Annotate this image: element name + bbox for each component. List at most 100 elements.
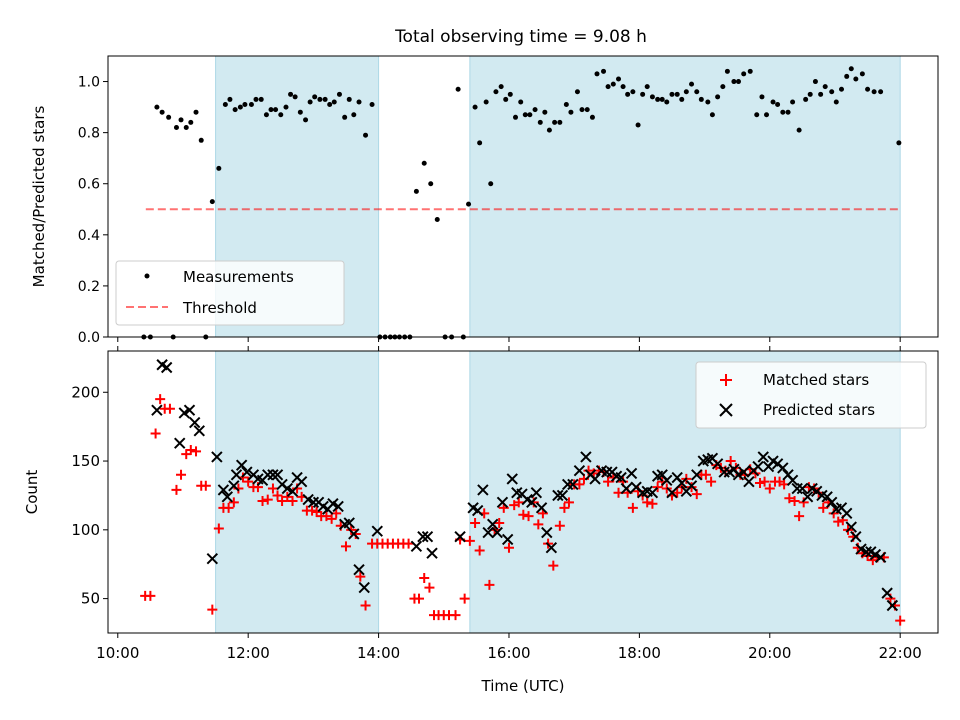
measurement-point bbox=[865, 86, 871, 92]
measurement-point bbox=[253, 96, 259, 102]
measurement-point bbox=[896, 140, 902, 146]
measurement-point bbox=[369, 102, 375, 108]
measurement-point bbox=[216, 165, 222, 171]
legend-matched-marker bbox=[720, 374, 732, 386]
top-y-tick-label: 1.0 bbox=[78, 75, 100, 91]
predicted-star-point bbox=[174, 437, 186, 449]
matched-star-point bbox=[574, 479, 585, 490]
matched-star-point bbox=[272, 490, 283, 501]
top-y-tick-label: 0.4 bbox=[78, 228, 100, 244]
measurement-point bbox=[853, 76, 859, 82]
measurement-point bbox=[472, 104, 478, 110]
predicted-star-point bbox=[189, 416, 201, 429]
predicted-star-point bbox=[262, 469, 274, 481]
predicted-star-point bbox=[286, 485, 299, 498]
measurement-point bbox=[222, 102, 228, 108]
predicted-star-point bbox=[561, 478, 574, 491]
measurement-point bbox=[871, 89, 877, 95]
predicted-star-point bbox=[567, 478, 579, 491]
matched-star-point bbox=[627, 502, 638, 513]
matched-star-point bbox=[277, 495, 288, 506]
measurement-point bbox=[307, 99, 313, 105]
x-axis-label: Time (UTC) bbox=[481, 677, 565, 695]
bottom-x-tick-label: 22:00 bbox=[879, 644, 922, 662]
matched-star-point bbox=[191, 446, 202, 457]
predicted-star-point bbox=[752, 460, 764, 473]
matched-star-point bbox=[321, 511, 332, 522]
predicted-star-point bbox=[183, 404, 196, 416]
measurement-point bbox=[297, 109, 303, 115]
measurement-point bbox=[351, 112, 357, 118]
predicted-star-point bbox=[718, 466, 730, 478]
predicted-star-point bbox=[676, 477, 688, 489]
predicted-star-point bbox=[777, 462, 789, 474]
matched-star-point bbox=[554, 520, 565, 531]
measurement-point bbox=[527, 112, 533, 118]
measurement-point bbox=[258, 96, 264, 102]
predicted-star-point bbox=[151, 404, 163, 416]
measurement-point bbox=[605, 84, 611, 90]
measurement-point bbox=[807, 91, 813, 97]
measurement-point bbox=[709, 112, 715, 118]
measurement-point bbox=[283, 104, 289, 110]
measurement-point bbox=[237, 104, 243, 110]
measurement-point bbox=[278, 112, 284, 118]
predicted-star-point bbox=[271, 469, 284, 481]
measurement-point bbox=[594, 71, 600, 77]
predicted-star-point bbox=[691, 469, 703, 481]
matched-star-point bbox=[642, 497, 653, 508]
matched-star-point bbox=[672, 487, 683, 498]
bottom-x-tick-label: 18:00 bbox=[618, 644, 661, 662]
predicted-star-point bbox=[496, 496, 509, 509]
measurement-point bbox=[644, 84, 650, 90]
measurement-point bbox=[674, 91, 680, 97]
measurement-point bbox=[557, 119, 563, 125]
top-shaded-interval bbox=[469, 55, 901, 338]
bottom-legend: Matched stars Predicted stars bbox=[695, 361, 927, 429]
top-ticks: 0.0 0.2 0.4 0.6 0.8 1.0 bbox=[78, 75, 901, 346]
matched-star-point bbox=[200, 480, 211, 491]
bottom-x-tick-label: 10:00 bbox=[96, 644, 139, 662]
measurement-point bbox=[759, 94, 765, 100]
measurement-point bbox=[503, 96, 509, 102]
measurement-point bbox=[183, 125, 189, 131]
matched-star-point bbox=[360, 600, 371, 611]
predicted-star-point bbox=[826, 496, 838, 509]
predicted-star-point bbox=[620, 482, 633, 495]
predicted-star-point bbox=[589, 473, 601, 485]
measurement-point bbox=[537, 119, 543, 125]
measurement-point bbox=[741, 71, 747, 77]
top-axes-frame bbox=[107, 55, 939, 338]
legend-measurements-label: Measurements bbox=[183, 268, 294, 286]
predicted-star-point bbox=[535, 502, 548, 514]
measurement-point bbox=[664, 99, 670, 105]
measurement-point bbox=[610, 81, 616, 87]
measurement-point bbox=[346, 96, 352, 102]
measurement-point bbox=[839, 86, 845, 92]
predicted-star-point bbox=[235, 459, 248, 471]
legend-predicted-marker bbox=[719, 403, 733, 417]
measurement-point bbox=[331, 99, 337, 105]
predicted-star-point bbox=[541, 526, 553, 539]
predicted-star-point bbox=[786, 474, 799, 487]
predicted-star-point bbox=[791, 482, 803, 495]
measurement-point bbox=[232, 107, 238, 113]
measurements-points bbox=[141, 66, 902, 340]
matched-star-point bbox=[282, 491, 293, 502]
measurement-point bbox=[731, 79, 737, 85]
bottom-x-tick-label: 20:00 bbox=[748, 644, 791, 662]
predicted-star-point bbox=[307, 496, 320, 509]
measurement-point bbox=[705, 99, 711, 105]
measurement-point bbox=[822, 84, 828, 90]
measurement-point bbox=[434, 216, 440, 222]
measurement-point bbox=[477, 140, 483, 146]
measurement-point bbox=[154, 104, 160, 110]
measurement-point bbox=[655, 96, 661, 102]
predicted-star-point bbox=[737, 466, 750, 478]
predicted-star-point bbox=[358, 581, 370, 594]
predicted-star-point bbox=[193, 425, 205, 437]
matched-star-point bbox=[548, 560, 559, 571]
top-legend: Measurements Threshold bbox=[115, 260, 345, 326]
matched-star-point bbox=[759, 476, 770, 487]
measurement-point bbox=[683, 89, 689, 95]
